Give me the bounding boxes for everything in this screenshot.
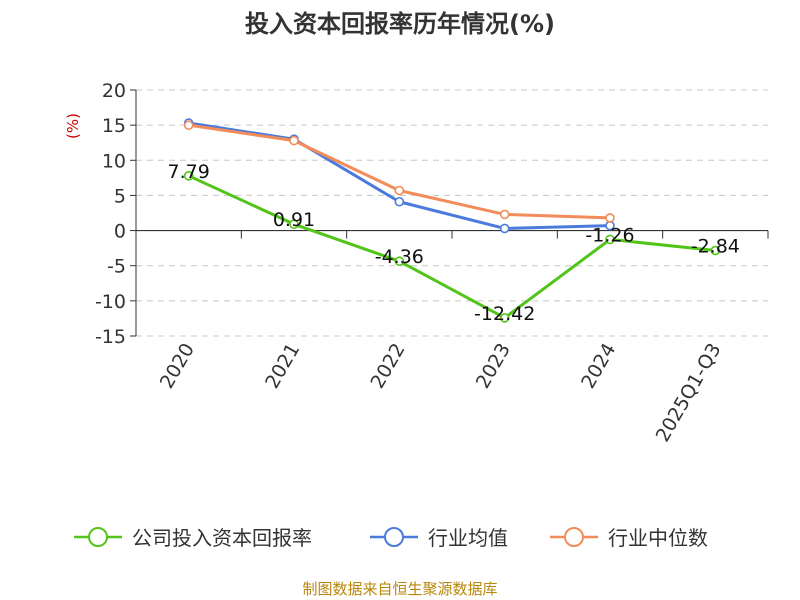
- y-tick-label: 15: [102, 115, 126, 137]
- data-point[interactable]: [499, 209, 510, 220]
- legend-item[interactable]: 行业中位数: [550, 526, 708, 550]
- y-tick-label: -15: [95, 326, 126, 348]
- data-point[interactable]: [605, 213, 615, 223]
- y-tick-label: 0: [114, 221, 126, 243]
- y-axis-unit: (%): [64, 113, 82, 139]
- data-point[interactable]: [183, 171, 194, 181]
- data-label: -2.84: [691, 236, 740, 258]
- grid-lines: [136, 89, 768, 337]
- data-label: -12.42: [474, 303, 535, 325]
- data-label: -1.26: [585, 224, 634, 246]
- legend[interactable]: 公司投入资本回报率 行业均值 行业中位数: [74, 526, 708, 550]
- data-labels: 7.79 0.91 -4.36 -12.42 -1.26 -2.84: [168, 161, 740, 325]
- x-tick-label: 2021: [261, 340, 304, 393]
- x-tick-label: 2024: [577, 340, 620, 393]
- series-line-0: [188, 174, 716, 320]
- data-point[interactable]: [394, 256, 405, 267]
- data-point[interactable]: [183, 120, 194, 130]
- data-point[interactable]: [289, 135, 299, 146]
- data-point[interactable]: [499, 223, 510, 234]
- x-tick-label: 2023: [472, 339, 515, 392]
- y-tick-label: -10: [95, 291, 126, 313]
- chart-title: 投入资本回报率历年情况(%): [245, 10, 555, 38]
- y-tick-label: 20: [102, 80, 126, 102]
- legend-swatch-marker: [88, 527, 108, 547]
- legend-label: 行业均值: [428, 526, 508, 550]
- x-tick-label: 2022: [366, 340, 409, 393]
- series-line-1: [188, 121, 611, 230]
- series-layer: [183, 118, 721, 323]
- legend-swatch-marker: [564, 527, 584, 547]
- legend-item[interactable]: 公司投入资本回报率: [74, 526, 312, 550]
- data-label: 0.91: [273, 209, 315, 231]
- data-point[interactable]: [289, 219, 299, 229]
- data-point[interactable]: [605, 234, 615, 245]
- y-tick-label: -5: [107, 256, 126, 278]
- data-label: 7.79: [168, 161, 210, 183]
- data-point[interactable]: [710, 245, 721, 256]
- legend-label: 公司投入资本回报率: [132, 526, 312, 550]
- legend-swatch-marker: [384, 527, 404, 547]
- legend-label: 行业中位数: [608, 526, 708, 550]
- y-tick-label: 10: [102, 150, 126, 172]
- source-note: 制图数据来自恒生聚源数据库: [302, 580, 497, 598]
- data-point[interactable]: [499, 313, 510, 323]
- data-label: -4.36: [375, 246, 424, 268]
- axes: 20 15 10 5 0 -5 -10 -15 2020 2021 2022 2023 2024 2025…: [95, 80, 769, 446]
- legend-item[interactable]: 行业均值: [370, 526, 508, 550]
- data-point[interactable]: [394, 196, 405, 207]
- data-point[interactable]: [394, 185, 405, 196]
- x-tick-label: 2025Q1-Q3: [652, 340, 726, 446]
- y-tick-label: 5: [114, 185, 126, 207]
- x-tick-label: 2020: [156, 340, 199, 393]
